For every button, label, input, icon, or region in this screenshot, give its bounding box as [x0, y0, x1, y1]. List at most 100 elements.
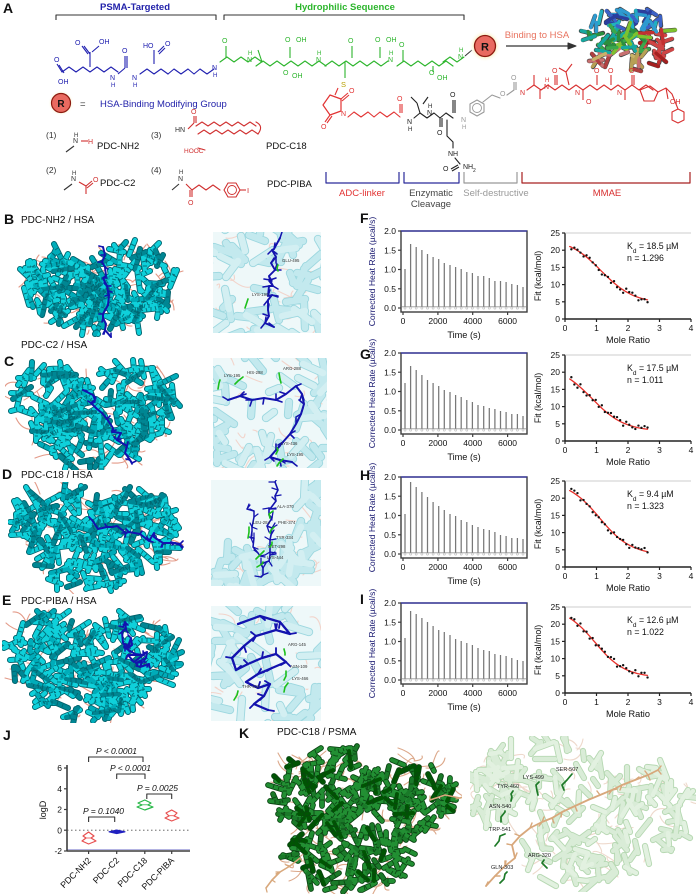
- svg-text:H: H: [213, 73, 217, 79]
- svg-text:A: A: [3, 0, 13, 16]
- svg-text:OH: OH: [99, 39, 110, 46]
- svg-text:20: 20: [551, 245, 561, 255]
- svg-text:0.0: 0.0: [384, 303, 396, 313]
- svg-text:H: H: [111, 83, 115, 89]
- svg-text:GLN-303: GLN-303: [491, 865, 513, 871]
- svg-text:S: S: [341, 80, 346, 89]
- svg-text:O: O: [511, 75, 517, 82]
- svg-text:15: 15: [551, 510, 561, 520]
- svg-text:0.0: 0.0: [384, 549, 396, 559]
- svg-text:LYS-195: LYS-195: [224, 373, 241, 378]
- svg-text:10: 10: [551, 528, 561, 538]
- svg-text:N: N: [407, 119, 412, 126]
- svg-text:0: 0: [563, 323, 568, 333]
- svg-text:Time (s): Time (s): [447, 702, 480, 712]
- svg-text:1.5: 1.5: [384, 617, 396, 627]
- svg-text:Corrected Heat Rate (µcal/s): Corrected Heat Rate (µcal/s): [367, 339, 377, 449]
- svg-text:0.0: 0.0: [384, 425, 396, 435]
- svg-text:PDC-C18 / HSA: PDC-C18 / HSA: [21, 470, 93, 481]
- svg-text:ASN-540: ASN-540: [489, 804, 511, 810]
- svg-text:2.0: 2.0: [384, 348, 396, 358]
- svg-text:O: O: [191, 109, 197, 116]
- svg-text:25: 25: [551, 602, 561, 612]
- svg-text:0: 0: [57, 825, 62, 835]
- svg-text:Fit (kcal/mol): Fit (kcal/mol): [533, 625, 543, 675]
- svg-text:2.0: 2.0: [384, 472, 396, 482]
- svg-text:O: O: [54, 57, 60, 64]
- svg-text:15: 15: [551, 262, 561, 272]
- svg-text:4: 4: [689, 697, 694, 707]
- svg-text:H: H: [88, 139, 93, 146]
- svg-text:(1): (1): [46, 130, 57, 140]
- svg-text:10: 10: [551, 654, 561, 664]
- svg-text:4000: 4000: [463, 562, 482, 572]
- svg-text:GLU-495: GLU-495: [282, 258, 300, 263]
- svg-text:MET-298: MET-298: [268, 544, 286, 549]
- svg-text:5: 5: [555, 419, 560, 429]
- svg-text:LEU-284: LEU-284: [253, 520, 271, 525]
- svg-text:0: 0: [555, 436, 560, 446]
- svg-text:H: H: [408, 127, 412, 133]
- svg-text:H: H: [179, 170, 183, 176]
- svg-text:TYR-334: TYR-334: [276, 535, 294, 540]
- svg-text:6000: 6000: [498, 316, 517, 326]
- svg-text:HSA-Binding Modifying Group: HSA-Binding Modifying Group: [100, 99, 227, 110]
- svg-text:P = 0.1040: P = 0.1040: [83, 806, 124, 816]
- svg-text:PHE-374: PHE-374: [278, 520, 296, 525]
- svg-text:4: 4: [689, 323, 694, 333]
- svg-text:K: K: [239, 725, 249, 741]
- svg-text:Enzymatic: Enzymatic: [409, 188, 453, 199]
- svg-text:1: 1: [594, 697, 599, 707]
- svg-text:SER-507: SER-507: [556, 767, 578, 773]
- svg-text:O: O: [321, 124, 327, 131]
- svg-text:Fit (kcal/mol): Fit (kcal/mol): [533, 373, 543, 423]
- svg-text:2: 2: [57, 805, 62, 815]
- svg-text:P = 0.0025: P = 0.0025: [137, 783, 178, 793]
- svg-text:n = 1.323: n = 1.323: [627, 501, 664, 511]
- svg-text:TYR-460: TYR-460: [497, 784, 519, 790]
- svg-text:PDC-NH2: PDC-NH2: [97, 141, 139, 152]
- svg-text:O: O: [429, 70, 435, 77]
- svg-text:OH: OH: [58, 79, 69, 86]
- svg-text:LYS-195: LYS-195: [287, 452, 304, 457]
- svg-text:1.5: 1.5: [384, 367, 396, 377]
- svg-text:Fit (kcal/mol): Fit (kcal/mol): [533, 251, 543, 301]
- svg-text:LYS-190: LYS-190: [252, 292, 269, 297]
- svg-text:1.0: 1.0: [384, 265, 396, 275]
- svg-text:ASN-109: ASN-109: [290, 664, 308, 669]
- svg-text:6: 6: [57, 763, 62, 773]
- svg-text:N: N: [178, 176, 183, 183]
- svg-text:PDC-C2 / HSA: PDC-C2 / HSA: [21, 340, 87, 351]
- svg-text:2000: 2000: [428, 562, 447, 572]
- svg-text:Cleavage: Cleavage: [411, 199, 451, 210]
- svg-text:H: H: [428, 104, 432, 110]
- svg-text:25: 25: [551, 476, 561, 486]
- svg-text:O: O: [399, 42, 405, 49]
- svg-text:5: 5: [555, 545, 560, 555]
- svg-text:LYS-466: LYS-466: [292, 676, 309, 681]
- svg-text:6000: 6000: [498, 688, 517, 698]
- svg-text:PDC-C2: PDC-C2: [100, 178, 135, 189]
- svg-text:6000: 6000: [498, 562, 517, 572]
- svg-text:ARG-320: ARG-320: [528, 853, 551, 859]
- svg-text:P < 0.0001: P < 0.0001: [96, 746, 137, 756]
- svg-text:20: 20: [551, 619, 561, 629]
- svg-text:MMAE: MMAE: [593, 188, 622, 199]
- svg-text:O: O: [285, 37, 291, 44]
- svg-text:Time (s): Time (s): [447, 330, 480, 340]
- svg-text:H: H: [389, 51, 393, 57]
- svg-text:OH: OH: [386, 37, 397, 44]
- svg-text:HIS-288: HIS-288: [247, 370, 263, 375]
- svg-text:3: 3: [657, 445, 662, 455]
- svg-text:6000: 6000: [498, 438, 517, 448]
- svg-text:O: O: [165, 41, 171, 48]
- svg-text:H: H: [360, 467, 370, 483]
- svg-text:O: O: [629, 68, 635, 75]
- svg-text:O: O: [283, 70, 289, 77]
- svg-text:OH: OH: [292, 73, 303, 80]
- svg-text:1.0: 1.0: [384, 637, 396, 647]
- svg-text:HOOC: HOOC: [184, 148, 204, 155]
- svg-text:Binding to HSA: Binding to HSA: [505, 30, 570, 41]
- svg-text:D: D: [2, 466, 12, 482]
- svg-text:10: 10: [551, 280, 561, 290]
